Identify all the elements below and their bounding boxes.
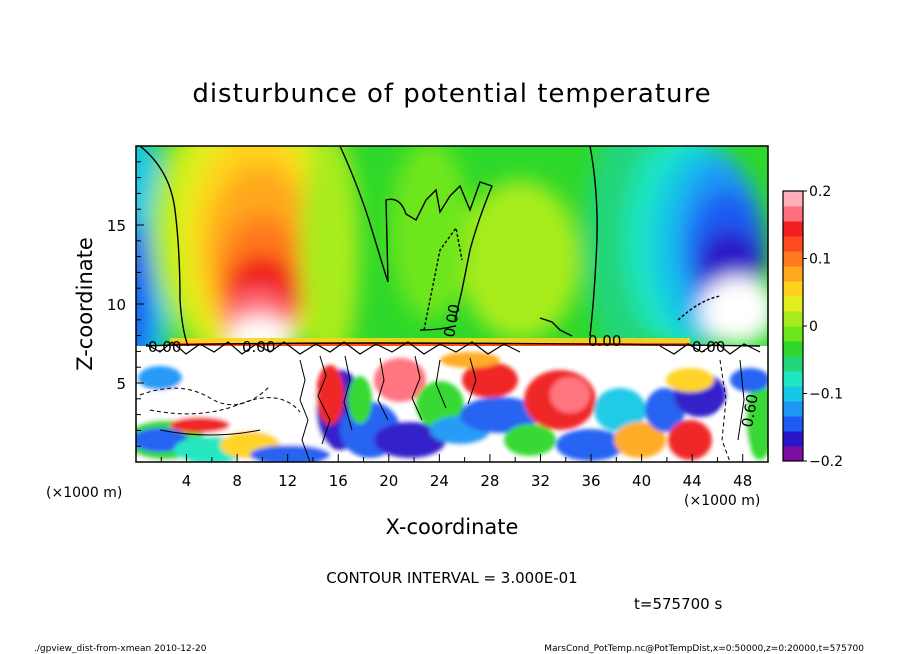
contour-labels: 0.00 0.00 0.00 0.00 0.00 0.60	[148, 303, 762, 429]
colorbar-swatch	[783, 386, 803, 402]
y-tick-label: 10	[107, 296, 126, 314]
footer-right: MarsCond_PotTemp.nc@PotTempDist,x=0:5000…	[544, 644, 864, 654]
heatmap-field	[136, 146, 768, 462]
x-tick-label: 4	[182, 472, 192, 490]
x-tick-label: 16	[329, 472, 348, 490]
x-tick-label: 12	[278, 472, 297, 490]
colorbar-tick-label: −0.1	[809, 387, 843, 403]
contour-interval-note: CONTOUR INTERVAL = 3.000E-01	[326, 569, 577, 587]
colorbar-swatch	[783, 236, 803, 252]
x-axis: 4 8 12 16 20 24 28 32 36 40 44 48	[135, 454, 769, 490]
x-tick-label: 8	[232, 472, 242, 490]
contour-label: 0.00	[242, 338, 275, 356]
contour-label: 0.60	[738, 393, 762, 429]
colorbar-swatch	[783, 326, 803, 342]
colorbar-swatch	[783, 341, 803, 357]
contour-label: 0.00	[692, 338, 725, 356]
colorbar-tick-label: 0.2	[809, 184, 831, 200]
x-tick-label: 48	[733, 472, 752, 490]
contour-label: 0.00	[588, 332, 621, 350]
colorbar: 0.2 0.1 0 −0.1 −0.2	[782, 184, 843, 470]
x-axis-unit-right: (×1000 m)	[684, 493, 760, 509]
x-tick-label: 36	[581, 472, 600, 490]
contour-label: 0.00	[148, 338, 181, 356]
colorbar-swatch	[783, 206, 803, 222]
footer-left: ./gpview_dist-from-xmean 2010-12-20	[34, 644, 207, 654]
colorbar-swatch	[783, 281, 803, 297]
x-tick-label: 40	[632, 472, 651, 490]
y-axis: 5 10 15	[107, 145, 144, 463]
contour-label: 0.00	[440, 303, 464, 339]
colorbar-swatch	[783, 251, 803, 267]
colorbar-swatch	[783, 296, 803, 312]
colorbar-swatch	[783, 191, 803, 207]
colorbar-swatch	[783, 221, 803, 237]
colorbar-swatch	[783, 266, 803, 282]
y-axis-label: Z-coordinate	[73, 237, 97, 371]
colorbar-swatch	[783, 446, 803, 462]
colorbar-tick-label: −0.2	[809, 454, 843, 470]
y-tick-label: 5	[116, 375, 126, 393]
colorbar-swatch	[783, 371, 803, 387]
colorbar-swatch	[783, 401, 803, 417]
time-stamp: t=575700 s	[634, 595, 722, 613]
colorbar-swatch	[783, 431, 803, 447]
colorbar-swatch	[783, 416, 803, 432]
x-tick-label: 28	[480, 472, 499, 490]
x-tick-label: 20	[379, 472, 398, 490]
y-tick-label: 15	[107, 217, 126, 235]
colorbar-tick-label: 0.1	[809, 252, 831, 268]
x-tick-label: 32	[531, 472, 550, 490]
x-tick-label: 44	[683, 472, 702, 490]
x-axis-unit-left: (×1000 m)	[46, 485, 122, 501]
x-tick-label: 24	[430, 472, 449, 490]
colorbar-tick-label: 0	[809, 319, 818, 335]
x-axis-label: X-coordinate	[386, 515, 519, 539]
colorbar-swatch	[783, 311, 803, 327]
chart-title: disturbunce of potential temperature	[192, 79, 711, 109]
colorbar-swatch	[783, 356, 803, 372]
